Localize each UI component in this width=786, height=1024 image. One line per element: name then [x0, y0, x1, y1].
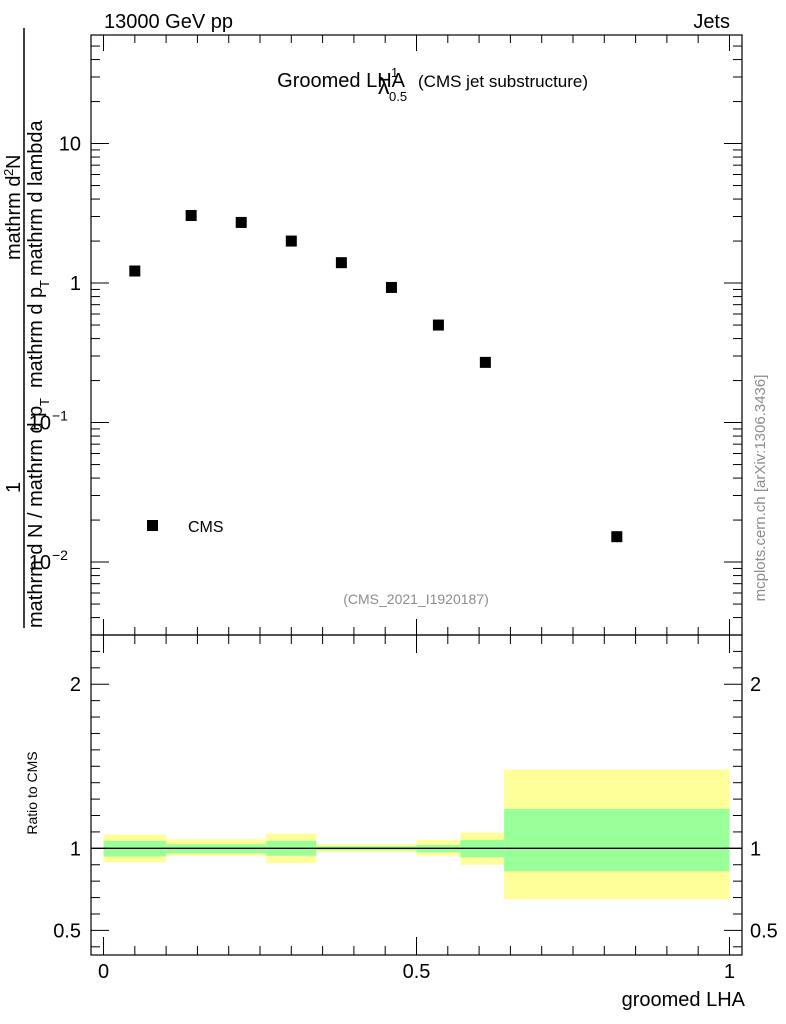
- ylabel-denominator: mathrm d N / mathrm d p: [25, 406, 47, 628]
- energy-label: 13000 GeV pp: [104, 11, 233, 33]
- ratio-inner-band: [504, 808, 730, 872]
- cms-data-point: [185, 209, 197, 221]
- ylabel-numerator-tail: N: [3, 155, 25, 169]
- legend-label: CMS: [188, 519, 224, 536]
- ratio-plot-frame: [90, 634, 743, 956]
- mcplots-source-label: mcplots.cern.ch [arXiv:1306.3436]: [752, 375, 769, 602]
- x-tick-label: 0.5: [403, 961, 431, 983]
- main-y-tick-label: 10: [59, 134, 81, 156]
- main-data-points: [129, 209, 623, 543]
- main-plot-frame: [90, 34, 743, 636]
- main-y-tick-label: 1: [70, 273, 81, 295]
- cms-data-point: [335, 257, 347, 269]
- analysis-id: (CMS_2021_I1920187): [343, 591, 489, 607]
- ratio-y-tick-label-right: 0.5: [750, 920, 778, 942]
- ylabel-lower-tail: mathrm d lambda: [25, 120, 47, 276]
- ratio-y-axis-label: Ratio to CMS: [24, 751, 40, 834]
- ylabel-prefix: 1: [3, 482, 25, 493]
- x-axis-label: groomed LHA: [622, 989, 746, 1011]
- legend-marker: [147, 520, 158, 531]
- title-lambda-symbol: λ: [378, 73, 390, 99]
- ratio-y-tick-label: 1: [70, 838, 81, 860]
- ratio-axis-ticks: [91, 635, 742, 955]
- cms-data-point: [285, 235, 297, 247]
- legend: CMS: [147, 519, 224, 536]
- ylabel-lower: mathrm d p: [25, 287, 47, 388]
- ylabel-numerator: mathrm d: [3, 176, 25, 260]
- ylabel-denominator-sub: T: [37, 398, 52, 406]
- main-axis-ticks: [91, 34, 742, 636]
- ratio-y-tick-label-right: 2: [750, 674, 761, 696]
- x-tick-label: 0: [98, 961, 109, 983]
- plot-title: Groomed LHA: [277, 70, 405, 92]
- main-y-axis-label: 1 mathrm d N / mathrm d p T mathrm d 2 N…: [1, 28, 52, 628]
- cms-data-point: [611, 531, 623, 543]
- ratio-plot-panel: 0.5 0.5 1 1 2 2 0 0.5 1 Ratio to CMS groomed LHA: [24, 634, 778, 1011]
- main-y-tick-label-exp: −1: [52, 408, 68, 424]
- x-tick-label: 1: [724, 961, 735, 983]
- cms-data-point: [235, 216, 247, 228]
- title-note: (CMS jet substructure): [418, 72, 588, 91]
- ratio-y-tick-label-right: 1: [750, 838, 761, 860]
- ratio-uncertainty-bands: [103, 769, 730, 900]
- main-y-tick-label-exp: −2: [52, 547, 68, 563]
- main-y-tick-label-base: 10: [29, 413, 51, 435]
- ylabel-numerator-sup: 2: [1, 169, 16, 176]
- ylabel-lower-sub: T: [37, 280, 52, 288]
- ratio-y-tick-label: 2: [70, 674, 81, 696]
- title-superscript: 1: [391, 65, 398, 80]
- ratio-tick-labels: 0.5 0.5 1 1 2 2 0 0.5 1: [53, 674, 778, 983]
- process-label: Jets: [693, 11, 730, 33]
- cms-data-point: [385, 281, 397, 293]
- ratio-y-tick-label: 0.5: [53, 920, 81, 942]
- cms-data-point: [479, 356, 491, 368]
- title-subscript: 0.5: [389, 89, 407, 104]
- cms-data-point: [129, 265, 141, 277]
- cms-data-point: [432, 319, 444, 331]
- main-y-tick-label-base: 10: [29, 552, 51, 574]
